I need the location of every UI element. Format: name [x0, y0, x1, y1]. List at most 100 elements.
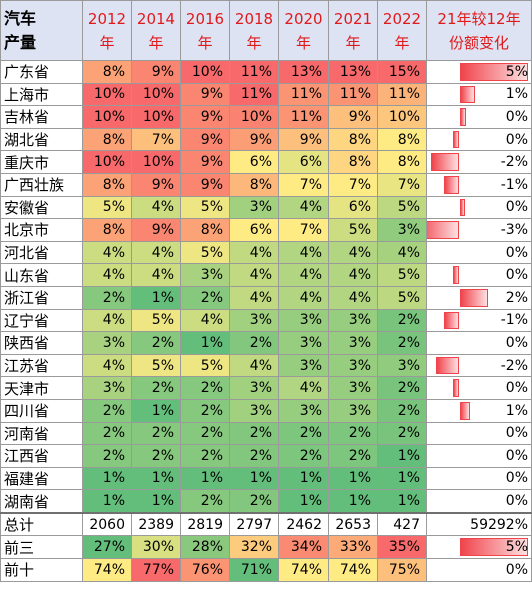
value-cell: 2% — [229, 331, 279, 355]
share-change-cell: 0% — [426, 444, 532, 468]
value-cell: 5% — [377, 263, 427, 287]
value-cell: 4% — [82, 308, 132, 333]
value-cell: 4% — [131, 263, 181, 287]
value-cell: 10% — [229, 105, 279, 129]
value-cell: 11% — [278, 105, 329, 129]
change-bar — [443, 175, 459, 194]
year-label: 2020 — [284, 9, 323, 28]
value-cell: 5% — [180, 353, 230, 378]
value-cell: 9% — [229, 127, 279, 152]
value-cell: 2% — [180, 398, 230, 423]
top10-label: 前十 — [0, 558, 83, 582]
value-cell: 1% — [82, 489, 132, 514]
share-change-cell: -1% — [426, 172, 532, 197]
year-suffix: 年 — [295, 33, 311, 52]
change-value: 0% — [505, 380, 528, 397]
share-change-cell: 0% — [426, 558, 532, 582]
value-cell: 1% — [180, 331, 230, 355]
value-cell: 2797 — [229, 511, 279, 537]
province-row: 浙江省 2% 1% 2% 4% 4% 4% 5% 2% — [0, 285, 532, 310]
value-cell: 6% — [278, 150, 329, 174]
value-cell: 2% — [131, 444, 181, 468]
share-change-cell: -3% — [426, 218, 532, 242]
year-header-2020: 2020 年 — [278, 0, 329, 61]
value-cell: 8% — [377, 150, 427, 174]
province-row: 辽宁省 4% 5% 4% 3% 3% 3% 2% -1% — [0, 308, 532, 333]
value-cell: 2% — [377, 331, 427, 355]
value-cell: 2819 — [180, 511, 230, 537]
province-name: 安徽省 — [0, 195, 83, 220]
value-cell: 2060 — [82, 511, 132, 537]
value-cell: 3% — [377, 218, 427, 242]
change-value: 2% — [505, 289, 528, 306]
year-label: 2018 — [234, 9, 274, 28]
value-cell: 11% — [328, 82, 378, 107]
value-cell: 6% — [229, 218, 279, 242]
value-cell: 2653 — [328, 511, 378, 537]
value-cell: 7% — [278, 172, 329, 197]
value-cell: 7% — [377, 172, 427, 197]
province-name: 浙江省 — [0, 285, 83, 310]
value-cell: 2462 — [278, 511, 329, 537]
value-cell: 1% — [328, 489, 378, 514]
value-cell: 5% — [328, 218, 378, 242]
value-cell: 15% — [377, 60, 427, 84]
province-row: 河南省 2% 2% 2% 2% 2% 2% 2% 0% — [0, 421, 532, 446]
value-cell: 71% — [229, 558, 279, 582]
value-cell: 3% — [229, 308, 279, 333]
top3-row: 前三 27% 30% 28% 32% 34% 33% 35% 5% — [0, 535, 532, 560]
province-name: 河北省 — [0, 240, 83, 265]
value-cell: 76% — [180, 558, 230, 582]
value-cell: 2% — [82, 398, 132, 423]
corner-line-2: 产量 — [4, 32, 37, 52]
change-bar — [453, 379, 459, 397]
change-value: -2% — [500, 357, 528, 374]
year-label: 2014 — [136, 9, 176, 28]
change-value: 0% — [505, 561, 528, 578]
value-cell: 2% — [377, 376, 427, 400]
change-header-line-1: 21年较12年 — [437, 9, 521, 28]
change-bar — [460, 85, 476, 104]
value-cell: 2% — [278, 444, 329, 468]
year-suffix: 年 — [148, 33, 164, 52]
corner-header: 汽车 产量 — [0, 0, 83, 61]
province-name: 湖北省 — [0, 127, 83, 152]
value-cell: 13% — [328, 60, 378, 84]
value-cell: 5% — [377, 195, 427, 220]
share-change-cell: 0% — [426, 263, 532, 287]
province-name: 四川省 — [0, 398, 83, 423]
year-header-2018: 2018 年 — [229, 0, 279, 61]
value-cell: 35% — [377, 535, 427, 560]
value-cell: 10% — [180, 60, 230, 84]
value-cell: 1% — [131, 489, 181, 514]
value-cell: 3% — [229, 376, 279, 400]
value-cell: 4% — [278, 285, 329, 310]
value-cell: 1% — [131, 285, 181, 310]
value-cell: 10% — [131, 105, 181, 129]
table-body: 广东省 8% 9% 10% 11% 13% 13% 15% 5% 上海市 10% 10% 9% 11% 11… — [0, 60, 532, 582]
top10-row: 前十 74% 77% 76% 71% 74% 74% 75% 0% — [0, 558, 532, 582]
value-cell: 2% — [278, 421, 329, 446]
change-header-line-2: 份额变化 — [448, 33, 509, 52]
value-cell: 2% — [377, 398, 427, 423]
value-cell: 4% — [278, 195, 329, 220]
province-name: 福建省 — [0, 466, 83, 491]
value-cell: 4% — [278, 240, 329, 265]
value-cell: 27% — [82, 535, 132, 560]
value-cell: 1% — [131, 466, 181, 491]
value-cell: 34% — [278, 535, 329, 560]
year-label: 2021 — [333, 9, 373, 28]
value-cell: 2% — [229, 489, 279, 514]
province-name: 重庆市 — [0, 150, 83, 174]
value-cell: 2% — [82, 285, 132, 310]
value-cell: 9% — [278, 127, 329, 152]
value-cell: 4% — [82, 240, 132, 265]
value-cell: 1% — [278, 466, 329, 491]
change-value: 0% — [505, 199, 528, 216]
province-name: 辽宁省 — [0, 308, 83, 333]
change-value: 0% — [505, 334, 528, 351]
value-cell: 1% — [377, 466, 427, 491]
value-cell: 9% — [131, 172, 181, 197]
change-header: 21年较12年 份额变化 — [426, 0, 532, 61]
